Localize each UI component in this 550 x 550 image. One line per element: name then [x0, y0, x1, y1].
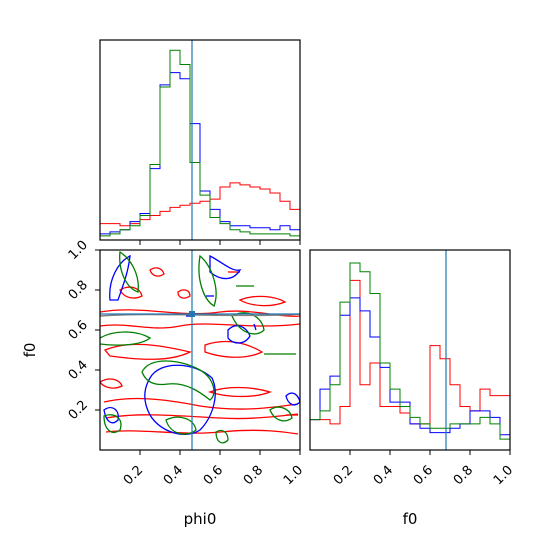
contour-red [238, 295, 287, 307]
contour-red [204, 340, 264, 358]
contour-green [141, 360, 215, 401]
contour-green [165, 416, 197, 435]
contour-green [100, 331, 152, 346]
contour-blue [103, 406, 119, 424]
contour-red [208, 386, 272, 398]
f0-axis-label: f0 [21, 343, 39, 358]
contour-blue [253, 323, 257, 331]
f0-histogram-panel: 0.2 0.4 0.6 0.8 1.0 f0 [309, 249, 516, 528]
histogram-step-series [100, 72, 300, 240]
y-tick-label: 0.2 [66, 398, 91, 423]
contour-blue [209, 254, 242, 280]
contour-blue [285, 392, 300, 406]
contour-red [100, 323, 300, 329]
contour-red [177, 289, 191, 299]
contour-blue [227, 325, 251, 344]
contour-green [119, 250, 139, 293]
x-tick-label: 0.4 [161, 463, 186, 488]
x-tick-label: 0.4 [371, 463, 396, 488]
contour-mean-line [100, 313, 300, 317]
contour-red [100, 378, 123, 389]
x-tick-label: 1.0 [281, 463, 306, 488]
contour-red [103, 343, 192, 360]
histogram-step-series [100, 182, 300, 240]
x-tick-label: 0.2 [121, 463, 146, 488]
contour-lines [100, 250, 300, 444]
histogram-step-series [310, 262, 510, 450]
f0-histogram-frame [309, 249, 511, 451]
phi0-histogram-frame [99, 39, 301, 241]
y-tick-label: 0.4 [66, 358, 91, 383]
x-tick-label: 0.8 [451, 463, 476, 488]
histogram-step-series [100, 49, 300, 240]
truth-marker [189, 311, 195, 317]
f0-axis-label: f0 [403, 510, 418, 528]
x-tick-label: 1.0 [491, 463, 516, 488]
contour-green [198, 254, 217, 307]
y-tick-label: 0.6 [66, 318, 91, 343]
contour-red [149, 267, 165, 277]
phi0-f0-contour-panel: 0.2 0.4 0.6 0.8 1.0 0.2 0.4 0.6 0.8 1.0 phi0 f0 [21, 238, 306, 528]
contour-frame [99, 249, 301, 451]
y-tick-label: 0.8 [66, 278, 91, 303]
contour-green [103, 414, 122, 433]
contour-green [231, 312, 265, 335]
contour-red [103, 397, 299, 410]
x-tick-label: 0.6 [201, 463, 226, 488]
contour-green [215, 429, 229, 444]
x-tick-label: 0.6 [411, 463, 436, 488]
contour-red [105, 413, 299, 420]
contour-red [105, 429, 299, 435]
contour-red [119, 286, 143, 299]
phi0-histogram-panel [99, 39, 301, 245]
phi0-axis-label: phi0 [184, 510, 217, 528]
x-tick-label: 0.8 [241, 463, 266, 488]
contour-blue [144, 364, 216, 435]
contour-green [269, 406, 293, 422]
y-tick-label: 1.0 [66, 238, 91, 263]
contour-blue [109, 254, 131, 301]
x-tick-label: 0.2 [331, 463, 356, 488]
